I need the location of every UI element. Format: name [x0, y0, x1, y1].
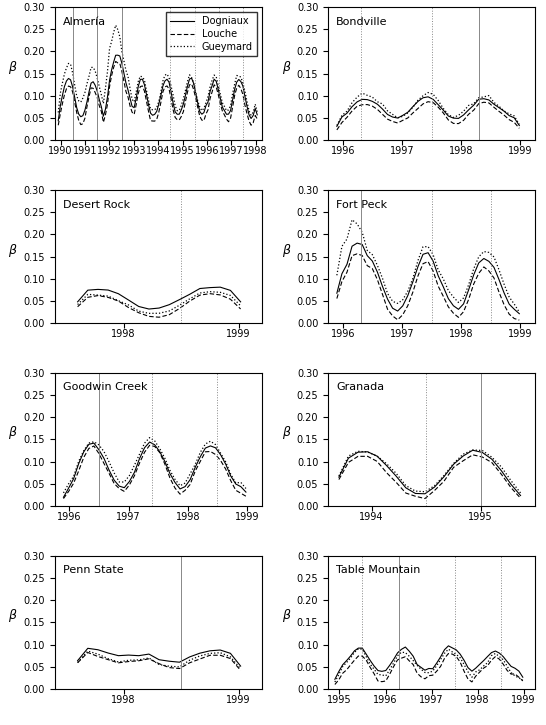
Legend: Dogniaux, Louche, Gueymard: Dogniaux, Louche, Gueymard [166, 12, 257, 56]
Text: Table Mountain: Table Mountain [336, 566, 420, 576]
Text: Desert Rock: Desert Rock [63, 199, 130, 210]
Text: Bondville: Bondville [336, 17, 388, 27]
Y-axis label: β: β [8, 426, 16, 439]
Text: Goodwin Creek: Goodwin Creek [63, 383, 147, 392]
Y-axis label: β: β [8, 61, 16, 73]
Text: Almería: Almería [63, 17, 106, 27]
Y-axis label: β: β [282, 426, 289, 439]
Text: Penn State: Penn State [63, 566, 123, 576]
Y-axis label: β: β [282, 610, 289, 623]
Text: Fort Peck: Fort Peck [336, 199, 387, 210]
Text: Granada: Granada [336, 383, 384, 392]
Y-axis label: β: β [8, 244, 16, 257]
Y-axis label: β: β [282, 61, 289, 73]
Y-axis label: β: β [8, 610, 16, 623]
Y-axis label: β: β [282, 244, 289, 257]
